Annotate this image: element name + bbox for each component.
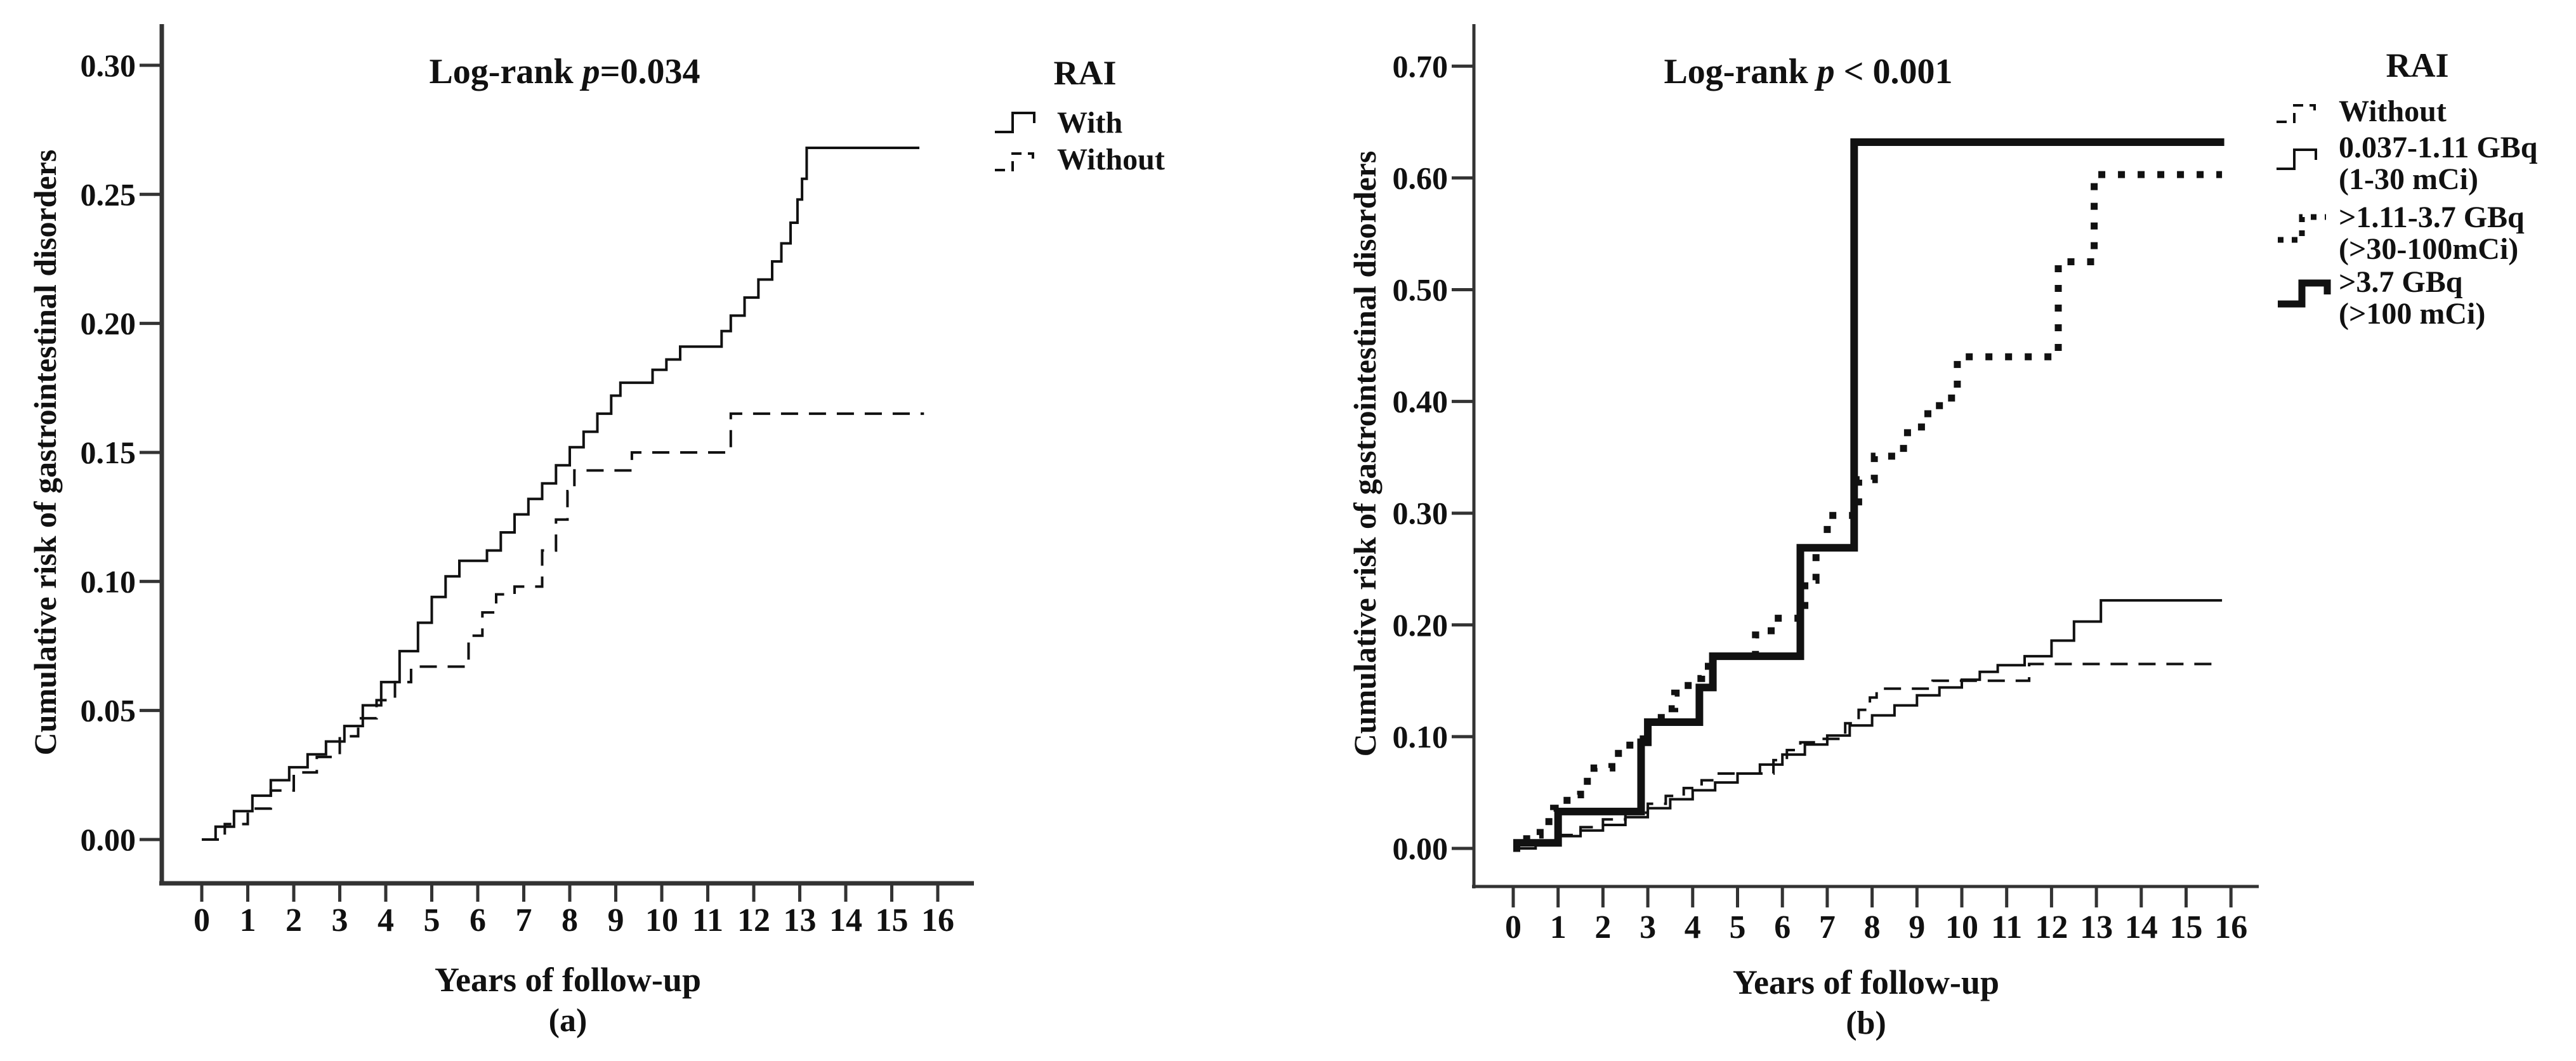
series-dashed-curve <box>202 412 924 841</box>
y-tick-label: 0.30 <box>1393 496 1449 531</box>
x-tick-label: 13 <box>784 902 817 939</box>
panel-b-title-prefix: Log-rank <box>1664 52 1817 91</box>
x-tick-label: 2 <box>1594 909 1611 946</box>
x-tick-label: 15 <box>2170 909 2203 946</box>
legend-a-title: RAI <box>1053 54 1117 92</box>
thick-step-line-icon <box>2278 279 2331 308</box>
plot-b: 0.000.100.200.300.400.500.600.700 1 2 3 4 5 6 7… <box>1393 24 2259 946</box>
panel-b-title-rest: < 0.001 <box>1835 52 1953 91</box>
legend-b-title: RAI <box>2386 46 2449 84</box>
panel-b-caption: (b) <box>1846 1005 1886 1041</box>
y-tick-label: 0.05 <box>81 693 136 728</box>
dotted-step-line-icon <box>2278 214 2326 243</box>
x-tick-label: 8 <box>1864 909 1881 946</box>
legend-b-label-mid-dose: >1.11-3.7 GBq (>30-100mCi) <box>2339 202 2525 265</box>
panel-a-xlabel: Years of follow-up <box>435 961 701 999</box>
x-tick-label: 11 <box>1991 909 2022 946</box>
legend-a-item-without: Without <box>994 141 1165 179</box>
legend-a-label-with: With <box>1057 106 1123 140</box>
legend-b-label-low-dose: 0.037-1.11 GBq (1-30 mCi) <box>2339 132 2537 195</box>
dashed-step-line-icon <box>995 152 1034 171</box>
x-tick-label: 3 <box>1640 909 1656 946</box>
legend-b-label-high-dose-line1: >3.7 GBq <box>2339 265 2463 299</box>
panel-a-title: Log-rank p=0.034 <box>429 52 700 91</box>
legend-b-label-low-dose-line1: 0.037-1.11 GBq <box>2339 131 2538 164</box>
y-tick-label: 0.60 <box>1393 160 1449 195</box>
x-tick-label: 3 <box>332 902 348 939</box>
x-tick-label: 10 <box>1945 909 1978 946</box>
panel-a-title-p: p <box>580 52 600 91</box>
plot-a: 0.000.050.100.150.200.250.300 1 2 3 4 5 6 7 8 9 10… <box>81 24 974 939</box>
x-tick-label: 7 <box>516 902 532 939</box>
x-tick-label: 13 <box>2080 909 2113 946</box>
legend-b-item-mid-dose: >1.11-3.7 GBq (>30-100mCi) <box>2275 202 2525 265</box>
x-tick-label: 10 <box>645 902 678 939</box>
legend-b-label-mid-dose-line2: (>30-100mCi) <box>2339 232 2519 266</box>
x-tick-label: 4 <box>1685 909 1701 946</box>
y-tick-label: 0.25 <box>81 176 136 212</box>
x-tick-label: 1 <box>240 902 256 939</box>
legend-b-label-mid-dose-line1: >1.11-3.7 GBq <box>2339 201 2525 234</box>
legend-a-item-with: With <box>994 104 1122 142</box>
panel-b-title: Log-rank p < 0.001 <box>1664 52 1952 91</box>
y-tick-label: 0.15 <box>81 435 136 470</box>
panel-a-title-rest: =0.034 <box>600 52 700 91</box>
x-tick-label: 9 <box>608 902 624 939</box>
y-tick-label: 0.10 <box>81 563 136 599</box>
y-tick-label: 0.40 <box>1393 384 1449 419</box>
legend-b-label-without: Without <box>2339 95 2447 128</box>
series-dotted-curve <box>1513 171 2223 852</box>
x-tick-label: 14 <box>829 902 862 939</box>
series-dashed-curve <box>1513 662 2213 850</box>
panel-a-ylabel: Cumulative risk of gastrointestinal diso… <box>27 150 63 756</box>
panel-b-ylabel: Cumulative risk of gastrointestinal diso… <box>1347 151 1383 757</box>
y-tick-label: 0.70 <box>1393 48 1449 84</box>
x-tick-label: 2 <box>286 902 302 939</box>
legend-b-label-high-dose: >3.7 GBq (>100 mCi) <box>2339 267 2485 330</box>
x-tick-label: 9 <box>1909 909 1925 946</box>
x-tick-label: 14 <box>2125 909 2158 946</box>
x-tick-label: 12 <box>2035 909 2068 946</box>
x-tick-label: 5 <box>424 902 440 939</box>
y-tick-label: 0.50 <box>1393 272 1449 308</box>
y-tick-label: 0.30 <box>81 48 136 83</box>
solid-step-line-icon <box>2277 148 2317 170</box>
dashed-step-line-icon <box>2277 104 2316 123</box>
x-tick-label: 6 <box>1774 909 1791 946</box>
y-tick-label: 0.20 <box>81 306 136 341</box>
series-solid-curve <box>202 147 919 841</box>
x-tick-label: 16 <box>2214 909 2247 946</box>
x-tick-label: 11 <box>692 902 723 939</box>
series-solid-curve <box>1513 599 2223 850</box>
x-tick-label: 12 <box>737 902 770 939</box>
x-tick-label: 7 <box>1819 909 1836 946</box>
x-tick-label: 8 <box>562 902 578 939</box>
x-tick-label: 5 <box>1730 909 1746 946</box>
legend-b-label-high-dose-line2: (>100 mCi) <box>2339 297 2486 331</box>
legend-b-item-without: Without <box>2275 93 2447 131</box>
x-tick-label: 4 <box>378 902 394 939</box>
y-tick-label: 0.10 <box>1393 719 1449 755</box>
solid-step-line-icon <box>995 112 1035 133</box>
x-tick-label: 15 <box>876 902 909 939</box>
panel-a-caption: (a) <box>549 1003 588 1039</box>
legend-b-item-low-dose: 0.037-1.11 GBq (1-30 mCi) <box>2275 132 2537 195</box>
legend-b-item-high-dose: >3.7 GBq (>100 mCi) <box>2275 267 2485 330</box>
x-tick-label: 0 <box>194 902 210 939</box>
y-tick-label: 0.00 <box>1393 831 1449 866</box>
y-tick-label: 0.00 <box>81 822 136 857</box>
legend-a-label-without: Without <box>1057 143 1165 176</box>
x-tick-label: 0 <box>1505 909 1521 946</box>
panel-a-title-prefix: Log-rank <box>429 52 582 91</box>
series-solid-curve <box>1513 138 2224 847</box>
x-tick-label: 16 <box>921 902 954 939</box>
panel-b-xlabel: Years of follow-up <box>1733 963 1999 1001</box>
panel-b-title-p: p <box>1815 52 1835 91</box>
x-tick-label: 1 <box>1550 909 1567 946</box>
y-tick-label: 0.20 <box>1393 607 1449 643</box>
x-tick-label: 6 <box>470 902 486 939</box>
legend-b-label-low-dose-line2: (1-30 mCi) <box>2339 162 2478 196</box>
